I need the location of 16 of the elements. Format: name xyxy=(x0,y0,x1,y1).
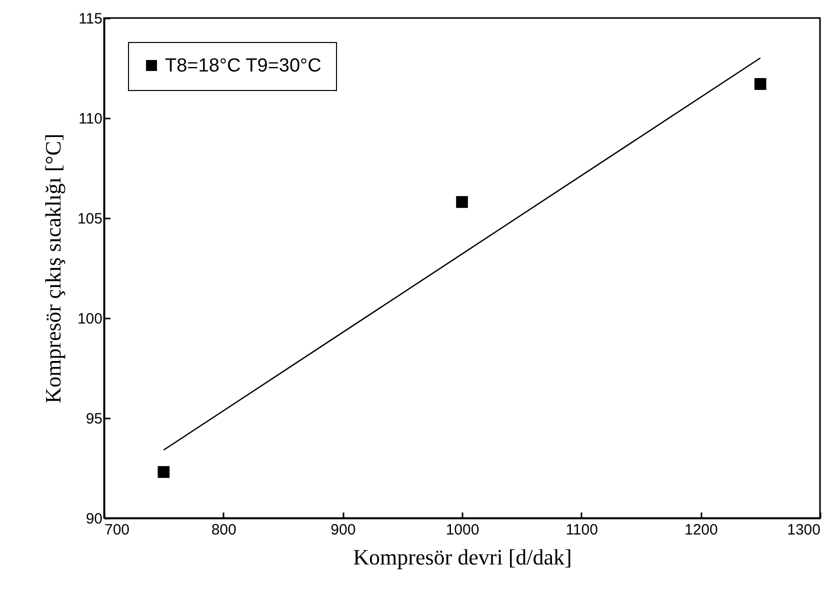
y-tick-label: 100 xyxy=(77,310,102,328)
y-tick-label: 105 xyxy=(77,210,102,228)
x-tick-label: 1000 xyxy=(446,522,480,538)
y-axis-title: Kompresör çıkış sıcaklığı [°C] xyxy=(40,134,66,404)
x-tick-label: 700 xyxy=(104,522,130,538)
x-tick-label: 900 xyxy=(330,522,356,538)
x-tick-label: 1100 xyxy=(566,522,598,538)
legend-label: T8=18°C T9=30°C xyxy=(165,56,322,76)
y-tick-label: 115 xyxy=(78,10,102,28)
x-axis-title: Kompresör devri [d/dak] xyxy=(353,544,572,570)
y-tick-label: 110 xyxy=(78,110,102,128)
y-tick-label: 90 xyxy=(86,510,102,528)
x-tick-label: 1300 xyxy=(787,522,820,538)
x-tick-label: 1200 xyxy=(684,522,718,538)
y-tick-label: 95 xyxy=(86,410,102,428)
x-tick-label: 800 xyxy=(211,522,236,538)
